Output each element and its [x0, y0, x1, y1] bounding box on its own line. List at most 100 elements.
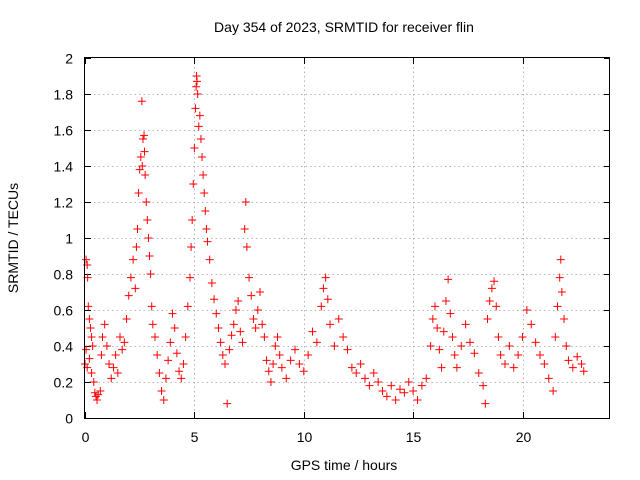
data-point — [200, 189, 209, 197]
data-point — [527, 320, 536, 329]
data-point — [136, 153, 145, 161]
data-point — [304, 351, 313, 359]
data-point — [159, 396, 168, 404]
data-point — [549, 387, 558, 395]
data-point — [417, 381, 426, 390]
data-point — [266, 378, 275, 386]
x-axis-label: GPS time / hours — [291, 457, 398, 473]
data-point — [238, 338, 247, 347]
data-point — [509, 363, 518, 372]
data-point — [253, 306, 262, 314]
data-point — [133, 225, 142, 233]
chart-title: Day 354 of 2023, SRMTID for receiver fli… — [214, 19, 474, 35]
data-point — [551, 333, 560, 341]
data-point — [140, 147, 149, 156]
data-point — [573, 352, 582, 361]
data-point — [299, 367, 308, 376]
data-point — [109, 363, 118, 372]
data-point — [391, 396, 400, 404]
data-point — [439, 327, 448, 336]
data-point — [84, 302, 93, 311]
data-point — [312, 338, 321, 347]
data-point — [183, 302, 192, 311]
data-point — [221, 360, 229, 368]
x-tick-label: 10 — [297, 429, 313, 445]
data-point — [457, 342, 466, 350]
data-point — [142, 198, 151, 206]
data-point — [326, 320, 334, 329]
data-point — [356, 360, 365, 368]
y-tick-label: 0 — [65, 411, 73, 427]
data-point — [247, 291, 256, 300]
data-point — [249, 315, 258, 323]
data-point — [194, 122, 203, 131]
y-tick-label: 0.8 — [54, 267, 74, 283]
data-point — [378, 387, 387, 395]
y-tick-label: 1.2 — [54, 195, 74, 211]
data-point — [164, 356, 173, 365]
data-point — [196, 135, 205, 143]
data-point — [437, 363, 446, 372]
data-point — [105, 360, 114, 368]
y-tick-label: 1.4 — [54, 159, 74, 175]
data-point — [87, 333, 96, 341]
data-point — [143, 216, 152, 224]
data-point — [186, 273, 194, 282]
data-point — [225, 345, 234, 354]
data-point — [223, 399, 232, 408]
data-point — [466, 338, 474, 347]
data-point — [147, 302, 156, 311]
data-point — [85, 315, 94, 323]
data-point — [189, 180, 198, 188]
data-point — [577, 360, 586, 368]
data-point — [181, 333, 190, 341]
y-tick-label: 0.6 — [54, 303, 74, 319]
data-point — [369, 369, 378, 377]
data-point — [540, 360, 549, 368]
data-point — [241, 198, 250, 206]
data-point — [579, 367, 588, 376]
data-point — [441, 297, 450, 305]
data-point — [236, 327, 245, 336]
data-point — [271, 342, 280, 350]
data-point — [339, 333, 348, 341]
data-point — [387, 381, 396, 390]
data-point — [91, 392, 100, 401]
x-tick-label: 5 — [191, 429, 199, 445]
data-point — [201, 207, 210, 215]
data-point — [129, 255, 138, 264]
data-point — [134, 189, 143, 197]
data-point — [448, 333, 457, 341]
data-point — [212, 309, 221, 318]
data-point — [490, 277, 499, 286]
data-point — [295, 360, 304, 368]
data-point — [479, 381, 488, 390]
data-point — [179, 360, 188, 368]
data-point — [148, 320, 157, 329]
data-point — [155, 369, 164, 377]
data-point — [88, 342, 97, 350]
data-point — [207, 279, 216, 287]
data-point — [198, 153, 207, 161]
data-point — [291, 345, 299, 354]
data-point — [330, 342, 339, 350]
data-point — [175, 367, 184, 376]
data-point — [132, 243, 141, 251]
data-point — [190, 144, 199, 152]
data-point — [93, 396, 102, 404]
data-point — [86, 324, 95, 332]
y-tick-label: 0.2 — [54, 375, 74, 391]
data-point — [166, 338, 175, 347]
data-point — [262, 356, 271, 365]
data-point — [450, 351, 459, 359]
y-tick-label: 1 — [65, 231, 73, 247]
data-point — [140, 131, 149, 140]
data-point — [568, 363, 577, 372]
y-tick-label: 1.8 — [54, 87, 74, 103]
grid — [85, 58, 610, 418]
data-point — [485, 297, 494, 305]
data-point — [144, 234, 153, 242]
data-point — [157, 387, 166, 395]
data-point — [277, 363, 286, 372]
